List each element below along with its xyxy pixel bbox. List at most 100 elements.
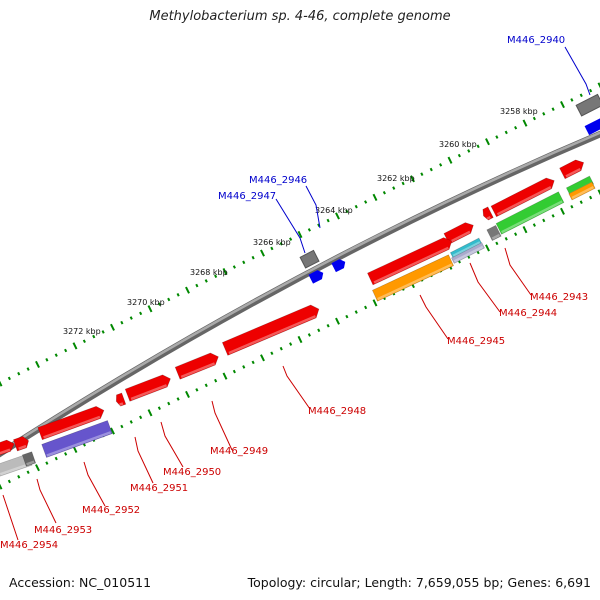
gene-2953 [13, 436, 29, 452]
gene-2953-shade [18, 444, 27, 450]
scale-tick [195, 388, 199, 392]
scale-tick [522, 226, 528, 234]
scale-tick [139, 415, 143, 420]
gene-2944-shade [449, 230, 471, 243]
scale-tick [129, 316, 133, 320]
gene-2943-shade [496, 185, 552, 216]
gene-labels: M446_2940 M446_2946 M446_2947 M446_2943 … [0, 35, 588, 551]
scale-tick [195, 283, 199, 288]
gene-2943b [482, 206, 494, 221]
gene-2949-shape [174, 352, 219, 380]
scale-tick [485, 244, 490, 252]
gene-2945-orange-shade [377, 263, 453, 301]
scale-tick [467, 149, 471, 153]
leader-2945 [419, 294, 449, 340]
topology-text: Topology: circular; Length: 7,659,055 bp… [247, 575, 591, 590]
leader-2951 [134, 436, 154, 484]
gene-2951 [115, 392, 127, 407]
scale-tick [101, 330, 105, 334]
scale-tick [542, 218, 546, 223]
accession-text: Accession: NC_010511 [9, 575, 152, 590]
scale-tick [222, 268, 228, 276]
scale-tick [364, 305, 368, 310]
feature-2946-blue [331, 259, 346, 273]
gene-2948-shade [228, 315, 316, 355]
scale-tick [176, 293, 180, 297]
scale-tick [35, 464, 40, 472]
scale-tick [579, 93, 583, 98]
scale-tick [476, 144, 480, 149]
scale-label-3260: 3260 kbp [439, 140, 477, 149]
gene-2949 [174, 352, 219, 380]
gene-label-2949: M446_2949 [210, 446, 268, 457]
scale-tick [522, 119, 528, 127]
gene-2951-shape [115, 392, 127, 407]
feature-2940-blue [584, 116, 600, 136]
gene-2950-shape [124, 374, 171, 402]
gene-2945-shape [367, 237, 453, 286]
scale-tick [147, 305, 153, 313]
scale-tick [167, 297, 171, 302]
scale-tick [279, 241, 283, 246]
leader-2952 [83, 461, 106, 507]
feature-2946-gray [299, 249, 320, 269]
scale-labels: 3258 kbp 3260 kbp 3262 kbp 3264 kbp 3266… [63, 107, 538, 336]
scale-tick [476, 250, 480, 255]
gene-label-2950: M446_2950 [163, 467, 221, 478]
scale-tick [279, 346, 283, 351]
scale-label-3268: 3268 kbp [190, 268, 228, 277]
gene-2945-orange [372, 254, 454, 302]
scale-tick [504, 130, 508, 135]
scale-tick [17, 371, 21, 376]
scale-tick [0, 483, 3, 490]
leader-2946 [305, 185, 321, 229]
gene-2952 [37, 405, 105, 441]
scale-tick [176, 397, 180, 401]
gene-2943-gray-shape [486, 224, 502, 242]
outer-features [299, 93, 600, 284]
gene-label-2954: M446_2954 [0, 540, 58, 551]
gene-2954-shade [0, 448, 11, 457]
scale-tick [204, 279, 208, 283]
gene-label-2944: M446_2944 [499, 308, 557, 319]
leader-2954 [2, 494, 19, 541]
gene-2949-shade [180, 362, 216, 379]
feature-2940-gray [575, 93, 600, 117]
scale-tick [72, 342, 78, 350]
leader-2940 [564, 46, 591, 96]
scale-tick [92, 334, 96, 339]
scale-tick [542, 112, 546, 116]
scale-tick [110, 323, 115, 331]
gene-2954-shape [0, 439, 15, 459]
scale-tick [485, 138, 490, 146]
scale-tick [326, 323, 330, 328]
gene-features [0, 159, 596, 477]
gene-2943-green [495, 191, 565, 235]
scale-tick [45, 358, 49, 362]
scale-tick [570, 98, 574, 102]
scale-tick [372, 193, 378, 201]
scale-tick [514, 125, 518, 130]
gene-label-2947: M446_2947 [218, 191, 276, 202]
scale-tick [232, 369, 236, 374]
scale-tick [222, 372, 228, 380]
gene-label-2952: M446_2952 [82, 505, 140, 516]
scale-tick [251, 360, 255, 365]
scale-tick [570, 204, 574, 209]
scale-tick [270, 246, 274, 251]
scale-tick [45, 461, 49, 465]
scale-tick [120, 320, 124, 325]
scale-tick [139, 311, 143, 316]
scale-tick [495, 241, 499, 246]
gene-2943-gray [486, 224, 502, 242]
scale-tick [185, 286, 190, 294]
scale-tick [167, 401, 171, 406]
gene-2948 [221, 304, 320, 356]
scale-tick [495, 135, 499, 139]
leader-2948 [282, 365, 311, 410]
gene-2952-purple-shape [41, 420, 113, 458]
scale-tick [120, 424, 124, 429]
scale-tick [54, 353, 58, 357]
gene-2953-dark-shade [26, 460, 35, 466]
